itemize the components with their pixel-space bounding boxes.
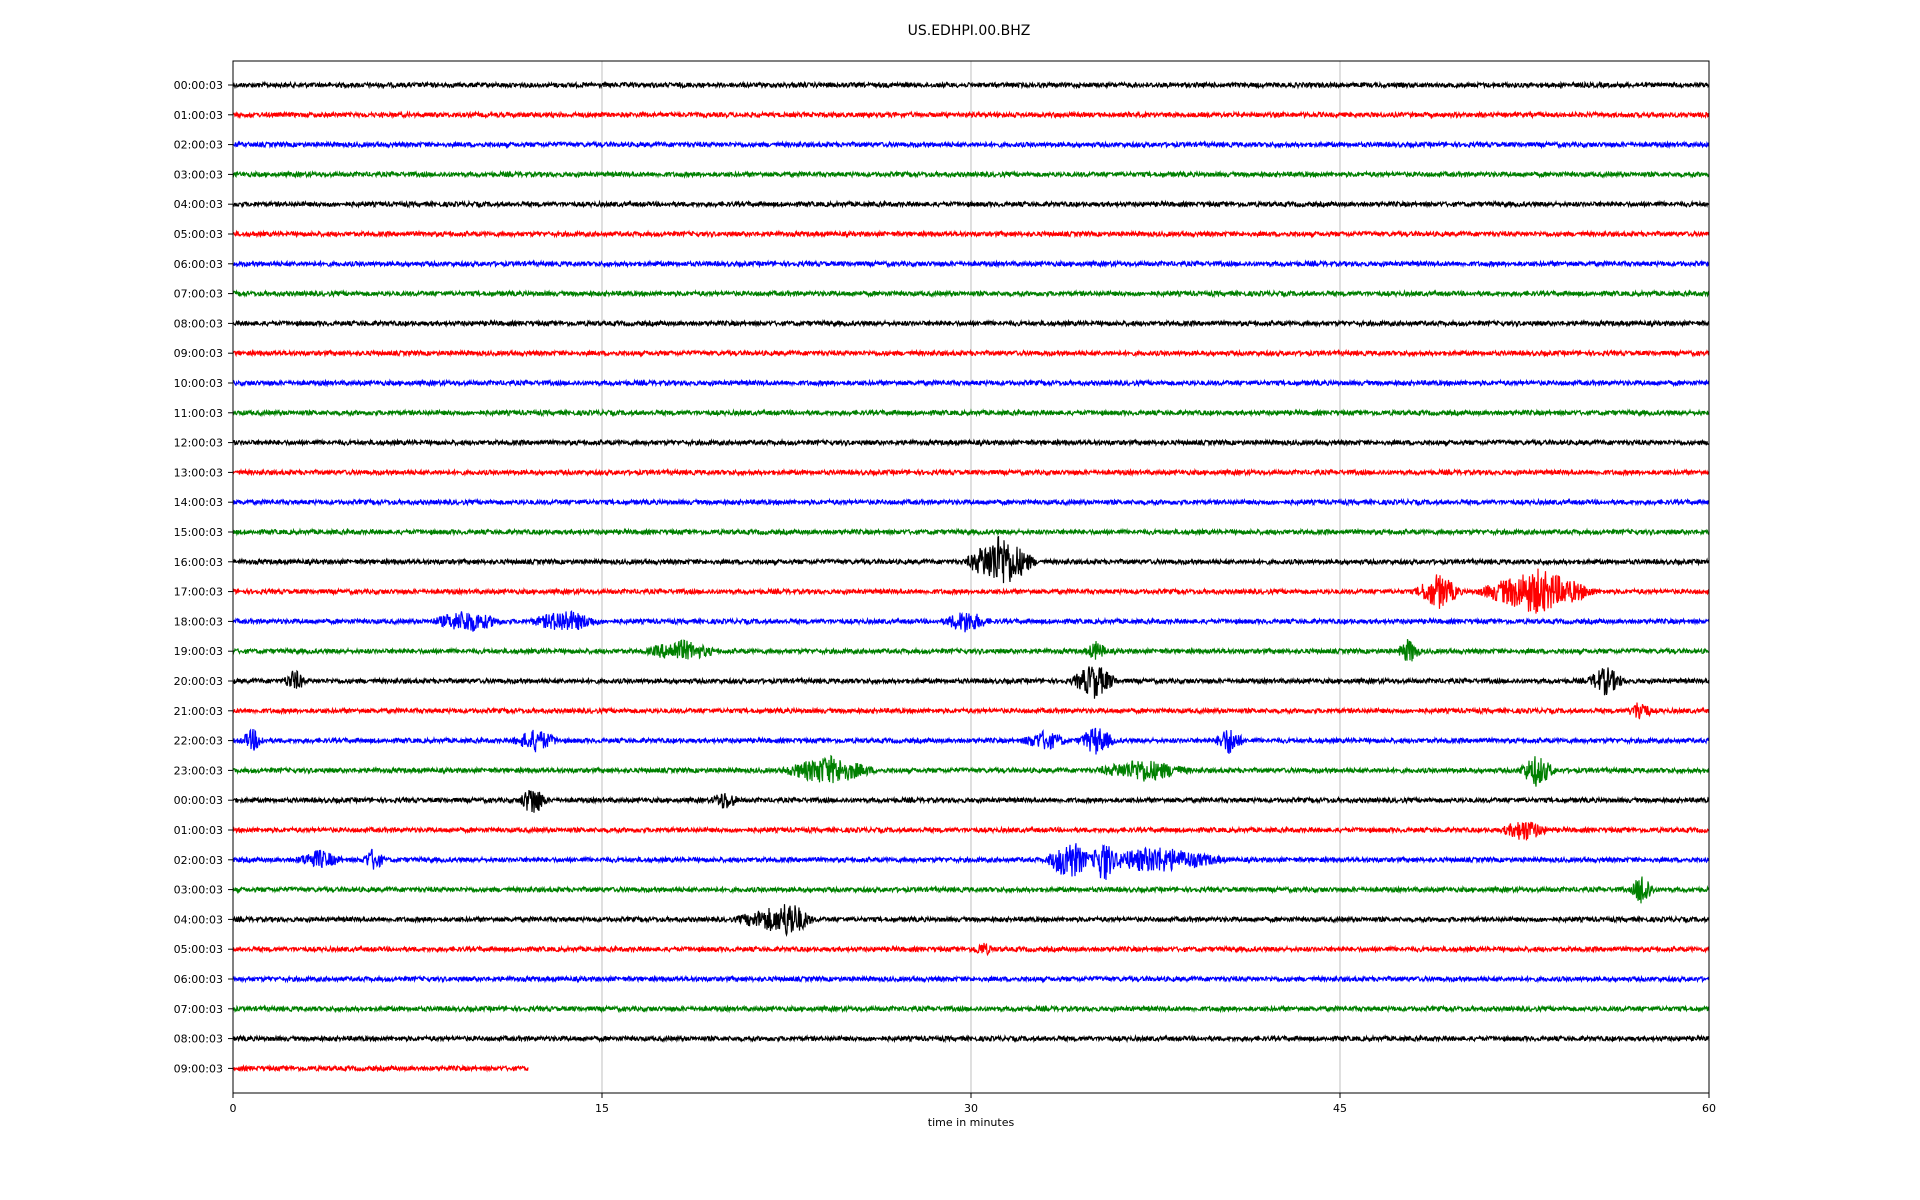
row-label-3: 03:00:03 — [174, 168, 223, 181]
row-label-32: 08:00:03 — [174, 1033, 223, 1046]
trace-row-9 — [232, 348, 1710, 358]
grid-lines — [601, 61, 1341, 1093]
trace-row-1 — [232, 110, 1710, 120]
row-labels: 00:00:03 01:00:03 02:00:03 03:00:03 04:00:03… — [174, 79, 233, 1075]
trace-row-18 — [232, 610, 1710, 633]
trace-row-2 — [232, 139, 1710, 150]
trace-row-26 — [232, 843, 1710, 880]
row-label-7: 07:00:03 — [174, 288, 223, 301]
row-label-26: 02:00:03 — [174, 854, 223, 867]
row-label-5: 05:00:03 — [174, 228, 223, 241]
row-label-18: 18:00:03 — [174, 615, 223, 628]
trace-row-8 — [232, 318, 1710, 328]
trace-row-23 — [232, 754, 1710, 787]
trace-row-28 — [232, 904, 1710, 938]
row-label-11: 11:00:03 — [174, 407, 223, 420]
row-label-13: 13:00:03 — [174, 466, 223, 479]
trace-row-33 — [232, 1064, 529, 1073]
trace-row-20 — [232, 666, 1710, 699]
row-label-30: 06:00:03 — [174, 973, 223, 986]
row-label-8: 08:00:03 — [174, 317, 223, 330]
row-label-15: 15:00:03 — [174, 526, 223, 539]
row-label-6: 06:00:03 — [174, 258, 223, 271]
trace-row-31 — [232, 1004, 1710, 1014]
trace-row-27 — [232, 876, 1710, 904]
row-label-23: 23:00:03 — [174, 764, 223, 777]
trace-row-30 — [232, 974, 1710, 984]
row-label-22: 22:00:03 — [174, 735, 223, 748]
trace-row-22 — [232, 727, 1710, 755]
row-label-0: 00:00:03 — [174, 79, 223, 92]
row-label-17: 17:00:03 — [174, 586, 223, 599]
row-label-9: 09:00:03 — [174, 347, 223, 360]
x-tick-label-2: 30 — [964, 1102, 978, 1115]
trace-row-15 — [232, 527, 1710, 537]
row-label-2: 02:00:03 — [174, 139, 223, 152]
trace-row-29 — [232, 942, 1710, 957]
row-label-33: 09:00:03 — [174, 1062, 223, 1075]
row-label-20: 20:00:03 — [174, 675, 223, 688]
row-label-28: 04:00:03 — [174, 913, 223, 926]
row-label-31: 07:00:03 — [174, 1003, 223, 1016]
x-tick-label-4: 60 — [1702, 1102, 1716, 1115]
x-tick-label-3: 45 — [1333, 1102, 1347, 1115]
row-label-27: 03:00:03 — [174, 884, 223, 897]
row-label-1: 01:00:03 — [174, 109, 223, 122]
trace-row-21 — [232, 702, 1710, 720]
x-tick-label-0: 0 — [230, 1102, 237, 1115]
row-label-25: 01:00:03 — [174, 824, 223, 837]
row-label-24: 00:00:03 — [174, 794, 223, 807]
trace-row-11 — [232, 408, 1710, 418]
row-label-29: 05:00:03 — [174, 943, 223, 956]
trace-row-4 — [232, 199, 1710, 209]
x-axis: 0 15 30 45 60 — [230, 1093, 1716, 1115]
trace-row-10 — [232, 378, 1710, 388]
trace-row-24 — [232, 789, 1710, 813]
trace-row-6 — [232, 259, 1710, 269]
row-label-19: 19:00:03 — [174, 645, 223, 658]
trace-row-32 — [232, 1033, 1710, 1044]
row-label-14: 14:00:03 — [174, 496, 223, 509]
trace-row-19 — [232, 638, 1710, 662]
x-tick-label-1: 15 — [595, 1102, 609, 1115]
traces — [232, 80, 1710, 1073]
trace-row-3 — [232, 169, 1710, 180]
row-label-21: 21:00:03 — [174, 705, 223, 718]
trace-row-25 — [232, 821, 1710, 841]
row-label-4: 04:00:03 — [174, 198, 223, 211]
row-label-10: 10:00:03 — [174, 377, 223, 390]
trace-row-0 — [232, 80, 1710, 90]
row-label-12: 12:00:03 — [174, 437, 223, 450]
trace-row-17 — [232, 568, 1710, 614]
trace-row-5 — [232, 229, 1710, 239]
trace-row-13 — [232, 467, 1710, 478]
trace-row-7 — [232, 288, 1710, 299]
trace-row-12 — [232, 438, 1710, 448]
row-label-16: 16:00:03 — [174, 556, 223, 569]
chart-title: US.EDHPI.00.BHZ — [908, 23, 1031, 39]
trace-row-14 — [232, 497, 1710, 507]
x-axis-label: time in minutes — [928, 1116, 1015, 1129]
trace-row-16 — [232, 535, 1710, 584]
